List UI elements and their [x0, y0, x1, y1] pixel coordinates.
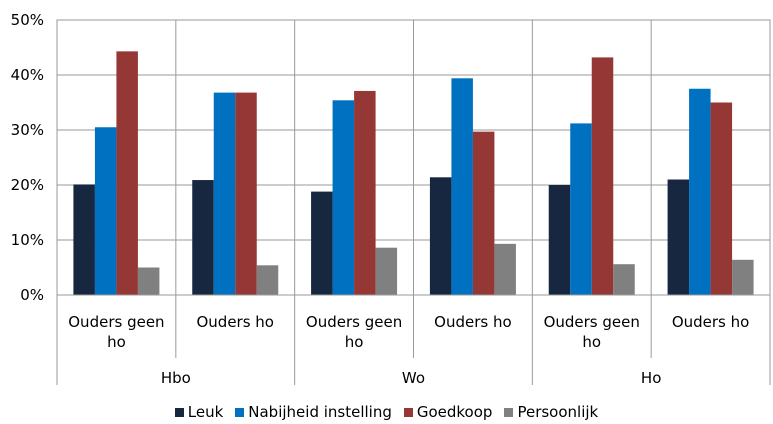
bar: [137, 267, 160, 295]
bar: [689, 88, 711, 295]
bar: [429, 177, 452, 295]
bar: [570, 123, 592, 296]
bar: [667, 179, 690, 295]
y-tick-label: 30%: [10, 121, 44, 139]
bar: [354, 90, 376, 295]
bar: [332, 100, 355, 295]
y-tick-label: 40%: [10, 66, 44, 84]
bar: [591, 57, 614, 296]
legend-label: Goedkoop: [416, 403, 493, 421]
group-label: Wo: [401, 369, 426, 387]
bar: [192, 180, 214, 295]
legend-item: Persoonlijk: [504, 403, 598, 421]
x-tick-label: Ouders geen ho: [543, 313, 640, 351]
x-tick-label: Ouders ho: [434, 313, 512, 331]
bar: [94, 127, 117, 295]
bar: [710, 102, 733, 295]
legend-label: Persoonlijk: [517, 403, 599, 421]
y-tick-label: 10%: [10, 231, 44, 249]
bar: [235, 92, 257, 295]
bar: [472, 131, 495, 295]
bar: [613, 264, 635, 295]
bar: [256, 265, 279, 295]
bar: [73, 184, 95, 295]
legend-item: Nabijheid instelling: [235, 403, 392, 421]
bar: [116, 51, 138, 295]
group-label: Hbo: [160, 369, 191, 387]
bar: [213, 92, 236, 295]
x-tick-label: Ouders geen ho: [305, 313, 403, 351]
y-tick-label: 0%: [20, 286, 44, 304]
legend-swatch: [174, 407, 184, 417]
group-label: Ho: [640, 369, 662, 387]
legend-item: Goedkoop: [403, 403, 493, 421]
y-tick-label: 20%: [10, 176, 44, 194]
legend: Leuk Nabijheid instelling Goedkoop Persoonl…: [0, 403, 773, 421]
x-tick-label: Ouders ho: [671, 313, 750, 331]
legend-item: Leuk: [174, 403, 224, 421]
bar: [548, 185, 571, 295]
bar: [451, 78, 473, 295]
legend-swatch: [504, 407, 514, 417]
x-tick-label: Ouders ho: [196, 313, 274, 331]
legend-label: Leuk: [187, 403, 224, 421]
legend-swatch: [235, 407, 245, 417]
legend-label: Nabijheid instelling: [248, 403, 392, 421]
y-tick-label: 50%: [10, 11, 44, 29]
bar: [494, 243, 516, 295]
bar: [375, 247, 398, 295]
bar: [311, 191, 333, 295]
legend-swatch: [403, 407, 413, 417]
bar: [732, 259, 754, 295]
x-tick-label: Ouders geen ho: [68, 313, 165, 351]
